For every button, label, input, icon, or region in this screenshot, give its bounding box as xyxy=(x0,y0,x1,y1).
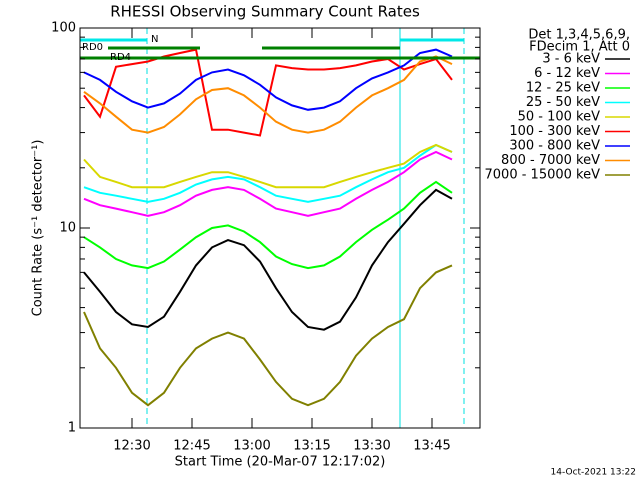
y-tick-label: 100 xyxy=(51,21,76,36)
footer: 14-Oct-2021 13:22 xyxy=(551,468,636,478)
legend-label: 100 - 300 keV xyxy=(509,124,600,139)
series-line xyxy=(83,143,453,189)
flag-label: RD4 xyxy=(110,52,131,63)
series-line xyxy=(83,48,453,137)
flag-label: N xyxy=(151,34,158,45)
y-tick-label: 1 xyxy=(68,421,76,436)
legend-label: 300 - 800 keV xyxy=(509,139,600,154)
series-line xyxy=(83,143,453,203)
legend-header: Det 1,3,4,5,6,9, xyxy=(528,28,630,43)
y-axis-label: Count Rate (s⁻¹ detector⁻¹) xyxy=(31,140,46,317)
legend-label: 12 - 25 keV xyxy=(526,81,600,96)
flag-label: RD0 xyxy=(82,42,103,53)
y-tick-label: 10 xyxy=(59,221,76,236)
x-axis-label: Start Time (20-Mar-07 12:17:02) xyxy=(175,455,386,470)
series-line xyxy=(83,150,453,217)
x-tick-label: 13:45 xyxy=(413,439,450,454)
series-line xyxy=(83,55,453,134)
chart-title: RHESSI Observing Summary Count Rates xyxy=(110,3,420,21)
legend-label: 3 - 6 keV xyxy=(542,52,600,67)
legend-label: 7000 - 15000 keV xyxy=(485,168,601,183)
legend-label: 6 - 12 keV xyxy=(534,66,600,81)
legend-label: 800 - 7000 keV xyxy=(501,153,600,168)
x-tick-label: 12:45 xyxy=(173,439,210,454)
plot-area xyxy=(79,28,480,428)
series-line xyxy=(83,180,453,270)
series-line xyxy=(83,188,453,331)
x-tick-label: 12:30 xyxy=(113,439,150,454)
x-tick-label: 13:15 xyxy=(293,439,330,454)
x-tick-label: 13:30 xyxy=(353,439,390,454)
legend-label: 25 - 50 keV xyxy=(526,95,600,110)
series-line xyxy=(83,264,453,407)
series-line xyxy=(83,48,453,111)
legend-header: FDecim 1, Att 0 xyxy=(529,40,630,55)
legend-label: 50 - 100 keV xyxy=(518,110,601,125)
x-tick-label: 13:00 xyxy=(233,439,270,454)
